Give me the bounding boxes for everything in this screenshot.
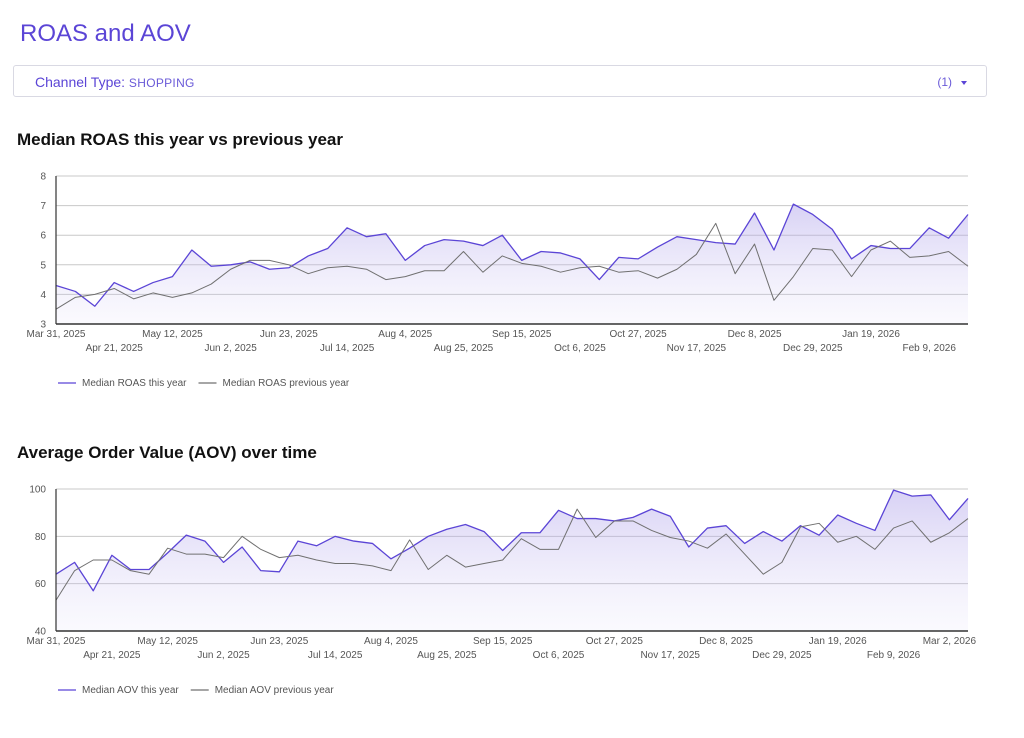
x-tick-label: Aug 4, 2025 xyxy=(378,329,432,340)
y-tick-label: 3 xyxy=(40,320,46,331)
x-tick-label: Aug 4, 2025 xyxy=(364,636,418,647)
y-tick-label: 80 xyxy=(35,532,47,543)
aov-chart: 40 60 80 100 Mar 31, 2025 May 12, 2025 Jun 23,… xyxy=(27,485,977,697)
x-tick-label: Aug 25, 2025 xyxy=(434,343,494,354)
x-tick-label: Jun 23, 2025 xyxy=(250,636,308,647)
x-tick-label: Jun 23, 2025 xyxy=(260,329,318,340)
y-tick-label: 5 xyxy=(40,260,46,271)
x-tick-label: Aug 25, 2025 xyxy=(417,650,477,661)
area-this-year xyxy=(56,490,968,631)
y-tick-label: 4 xyxy=(40,290,46,301)
x-tick-label: May 12, 2025 xyxy=(137,636,198,647)
x-tick-label: Oct 6, 2025 xyxy=(554,343,606,354)
x-tick-label: Jan 19, 2026 xyxy=(842,329,900,340)
x-tick-label: Apr 21, 2025 xyxy=(86,343,144,354)
x-tick-label: Sep 15, 2025 xyxy=(473,636,533,647)
x-tick-label: May 12, 2025 xyxy=(142,329,203,340)
y-tick-label: 100 xyxy=(29,485,46,496)
x-tick-label: Jun 2, 2025 xyxy=(197,650,250,661)
x-tick-label: Dec 8, 2025 xyxy=(699,636,753,647)
legend-previous-year[interactable]: Median ROAS previous year xyxy=(223,378,350,389)
area-this-year xyxy=(56,204,968,324)
x-tick-label: Mar 31, 2025 xyxy=(27,636,86,647)
y-tick-label: 6 xyxy=(40,231,46,242)
y-tick-label: 60 xyxy=(35,579,47,590)
chevron-down-icon[interactable] xyxy=(961,81,967,85)
series-line-previous-year xyxy=(55,508,969,601)
y-tick-label: 8 xyxy=(40,172,46,183)
y-tick-label: 7 xyxy=(40,201,46,212)
x-tick-label: Jun 2, 2025 xyxy=(205,343,258,354)
legend-this-year[interactable]: Median AOV this year xyxy=(82,685,179,696)
series-line-this-year xyxy=(55,489,969,592)
x-tick-label: Nov 17, 2025 xyxy=(640,650,700,661)
channel-type-filter[interactable]: Channel Type: SHOPPING (1) xyxy=(13,65,987,97)
x-tick-label: Feb 9, 2026 xyxy=(867,650,921,661)
roas-chart: 3 4 5 6 7 8 Mar 31, 2025 May 12, 2025 Jun 23, 20… xyxy=(27,172,969,389)
x-tick-label: Dec 29, 2025 xyxy=(752,650,812,661)
x-tick-label: Feb 9, 2026 xyxy=(903,343,957,354)
x-tick-label: Dec 29, 2025 xyxy=(783,343,843,354)
legend-this-year[interactable]: Median ROAS this year xyxy=(82,378,187,389)
x-tick-label: Mar 2, 2026 xyxy=(923,636,977,647)
x-tick-label: Oct 6, 2025 xyxy=(533,650,585,661)
filter-count: (1) xyxy=(937,75,952,89)
x-tick-label: Nov 17, 2025 xyxy=(667,343,727,354)
filter-value: SHOPPING xyxy=(128,76,195,90)
aov-chart-title: Average Order Value (AOV) over time xyxy=(17,443,317,462)
series-line-previous-year xyxy=(55,222,969,310)
page-title: ROAS and AOV xyxy=(20,20,191,47)
roas-chart-title: Median ROAS this year vs previous year xyxy=(17,130,343,149)
x-tick-label: Sep 15, 2025 xyxy=(492,329,552,340)
x-tick-label: Dec 8, 2025 xyxy=(728,329,782,340)
filter-label: Channel Type: SHOPPING xyxy=(35,74,195,90)
legend-previous-year[interactable]: Median AOV previous year xyxy=(215,685,335,696)
y-tick-label: 40 xyxy=(35,627,47,638)
x-tick-label: Jan 19, 2026 xyxy=(809,636,867,647)
series-line-this-year xyxy=(55,203,969,307)
x-tick-label: Jul 14, 2025 xyxy=(308,650,363,661)
x-tick-label: Jul 14, 2025 xyxy=(320,343,375,354)
x-tick-label: Mar 31, 2025 xyxy=(27,329,86,340)
x-tick-label: Apr 21, 2025 xyxy=(83,650,141,661)
x-tick-label: Oct 27, 2025 xyxy=(609,329,667,340)
x-tick-label: Oct 27, 2025 xyxy=(586,636,644,647)
